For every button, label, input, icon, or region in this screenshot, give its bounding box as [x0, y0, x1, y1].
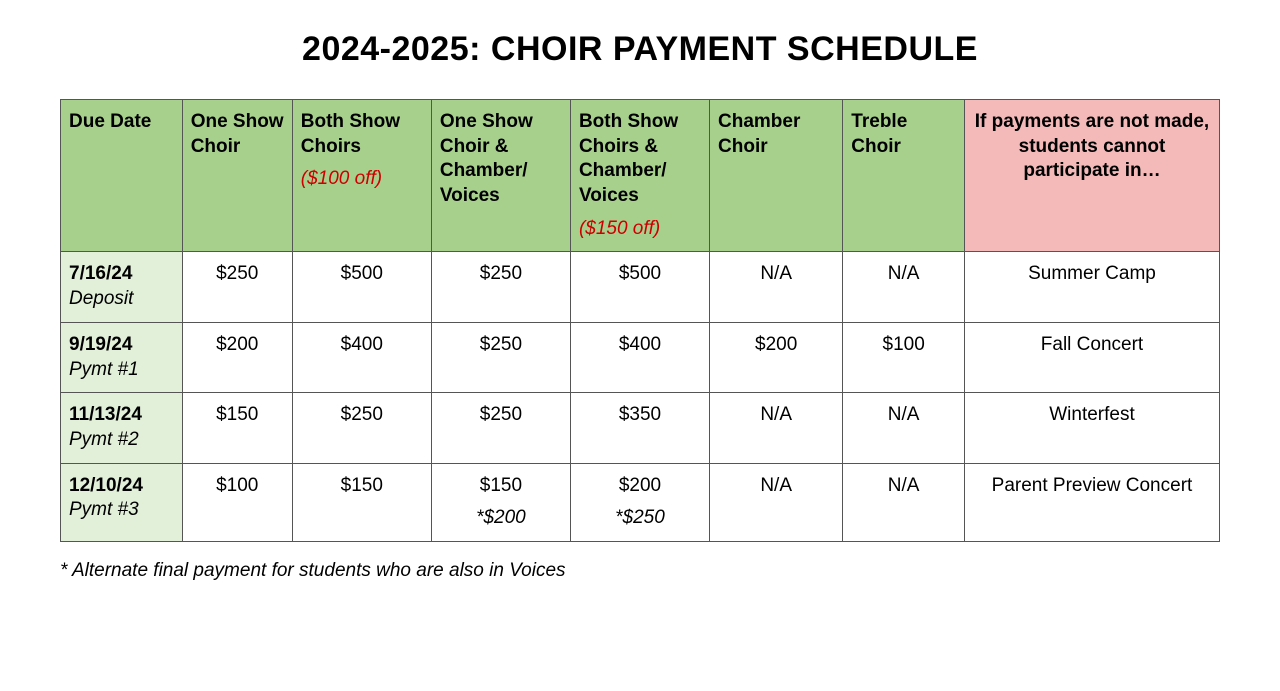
cell-value: $200 — [619, 475, 661, 496]
cell-value: $250 — [480, 334, 522, 355]
cell-alt-value: *$250 — [579, 506, 701, 531]
col-header-one-show-choir: One Show Choir — [182, 100, 292, 252]
due-date-label: Pymt #1 — [69, 358, 174, 383]
table-cell: $500 — [292, 252, 431, 322]
cell-value: N/A — [760, 263, 792, 284]
due-date-cell: 7/16/24Deposit — [61, 252, 183, 322]
due-date-label: Deposit — [69, 287, 174, 312]
cell-value: $150 — [341, 475, 383, 496]
cell-value: Summer Camp — [1028, 263, 1156, 284]
col-header-label: One Show Choir — [191, 111, 284, 157]
due-date: 9/19/24 — [69, 333, 174, 358]
table-cell: $250 — [431, 393, 570, 463]
table-cell: $150 *$200 — [431, 463, 570, 541]
cell-value: $500 — [619, 263, 661, 284]
cell-value: $250 — [480, 263, 522, 284]
cell-value: N/A — [888, 475, 920, 496]
due-date-cell: 9/19/24Pymt #1 — [61, 322, 183, 392]
table-header-row: Due Date One Show Choir Both Show Choirs… — [61, 100, 1220, 252]
cell-value: N/A — [888, 404, 920, 425]
due-date-cell: 12/10/24Pymt #3 — [61, 463, 183, 541]
col-header-treble-choir: Treble Choir — [843, 100, 965, 252]
col-header-one-show-and-chamber: One Show Choir & Chamber/ Voices — [431, 100, 570, 252]
table-cell: N/A — [843, 252, 965, 322]
table-cell: Parent Preview Concert — [964, 463, 1219, 541]
due-date-label: Pymt #3 — [69, 498, 174, 523]
cell-value: Parent Preview Concert — [992, 475, 1193, 496]
table-cell: $200 *$250 — [570, 463, 709, 541]
col-header-chamber-choir: Chamber Choir — [710, 100, 843, 252]
table-cell: $150 — [292, 463, 431, 541]
cell-value: $100 — [883, 334, 925, 355]
cell-value: N/A — [888, 263, 920, 284]
cell-value: $400 — [619, 334, 661, 355]
col-header-consequence: If payments are not made, students canno… — [964, 100, 1219, 252]
table-cell: N/A — [843, 393, 965, 463]
cell-value: N/A — [760, 404, 792, 425]
table-cell: $250 — [431, 322, 570, 392]
cell-value: $150 — [216, 404, 258, 425]
table-row: 12/10/24Pymt #3 $100 $150 $150 *$200 $200 *$25… — [61, 463, 1220, 541]
table-cell: N/A — [710, 252, 843, 322]
table-row: 9/19/24Pymt #1 $200 $400 $250 $400 $200 $100 Fa… — [61, 322, 1220, 392]
cell-value: $350 — [619, 404, 661, 425]
col-header-both-show-choirs: Both Show Choirs ($100 off) — [292, 100, 431, 252]
cell-value: $400 — [341, 334, 383, 355]
col-header-due-date: Due Date — [61, 100, 183, 252]
table-row: 7/16/24Deposit $250 $500 $250 $500 N/A N/A Summ… — [61, 252, 1220, 322]
table-cell: $150 — [182, 393, 292, 463]
cell-value: $200 — [755, 334, 797, 355]
cell-value: $500 — [341, 263, 383, 284]
cell-value: $250 — [216, 263, 258, 284]
table-cell: N/A — [710, 393, 843, 463]
page-title: 2024-2025: CHOIR PAYMENT SCHEDULE — [60, 30, 1220, 69]
table-cell: N/A — [710, 463, 843, 541]
cell-value: Fall Concert — [1041, 334, 1143, 355]
cell-alt-value: *$200 — [440, 506, 562, 531]
due-date: 11/13/24 — [69, 403, 174, 428]
col-header-label: Chamber Choir — [718, 111, 800, 157]
cell-value: $150 — [480, 475, 522, 496]
cell-value: $100 — [216, 475, 258, 496]
table-cell: N/A — [843, 463, 965, 541]
cell-value: N/A — [760, 475, 792, 496]
col-header-label: Both Show Choirs & Chamber/ Voices — [579, 111, 678, 206]
table-cell: Fall Concert — [964, 322, 1219, 392]
footnote: * Alternate final payment for students w… — [60, 560, 1220, 582]
cell-value: $200 — [216, 334, 258, 355]
due-date: 7/16/24 — [69, 262, 174, 287]
table-cell: $250 — [292, 393, 431, 463]
due-date-cell: 11/13/24Pymt #2 — [61, 393, 183, 463]
table-cell: Summer Camp — [964, 252, 1219, 322]
table-cell: $200 — [182, 322, 292, 392]
table-cell: $350 — [570, 393, 709, 463]
table-cell: $500 — [570, 252, 709, 322]
table-cell: $250 — [431, 252, 570, 322]
table-cell: $100 — [182, 463, 292, 541]
col-header-label: Both Show Choirs — [301, 111, 400, 157]
table-cell: $100 — [843, 322, 965, 392]
table-row: 11/13/24Pymt #2 $150 $250 $250 $350 N/A N/A Win… — [61, 393, 1220, 463]
payment-schedule-table: Due Date One Show Choir Both Show Choirs… — [60, 99, 1220, 542]
due-date: 12/10/24 — [69, 474, 174, 499]
cell-value: $250 — [341, 404, 383, 425]
cell-value: $250 — [480, 404, 522, 425]
col-header-label: Due Date — [69, 111, 151, 132]
due-date-label: Pymt #2 — [69, 428, 174, 453]
table-cell: Winterfest — [964, 393, 1219, 463]
col-header-discount: ($100 off) — [301, 167, 423, 192]
col-header-both-show-and-chamber: Both Show Choirs & Chamber/ Voices ($150… — [570, 100, 709, 252]
cell-value: Winterfest — [1049, 404, 1135, 425]
table-body: 7/16/24Deposit $250 $500 $250 $500 N/A N/A Summ… — [61, 252, 1220, 542]
col-header-label: One Show Choir & Chamber/ Voices — [440, 111, 533, 206]
col-header-label: Treble Choir — [851, 111, 907, 157]
table-cell: $400 — [570, 322, 709, 392]
col-header-discount: ($150 off) — [579, 217, 701, 242]
table-cell: $400 — [292, 322, 431, 392]
col-header-label: If payments are not made, students canno… — [975, 111, 1209, 181]
table-cell: $200 — [710, 322, 843, 392]
table-cell: $250 — [182, 252, 292, 322]
